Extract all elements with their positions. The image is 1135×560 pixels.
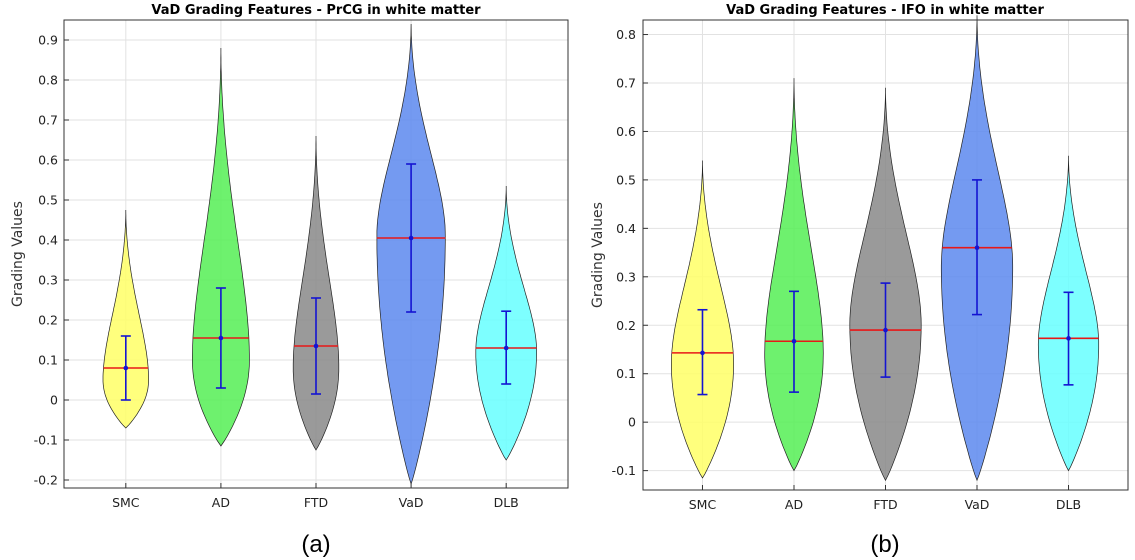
mean-point	[1066, 336, 1071, 341]
mean-point	[218, 335, 224, 341]
y-tick-label: 0.8	[616, 27, 636, 42]
violin-ftd	[292, 136, 340, 451]
y-tick-label: 0.7	[616, 75, 636, 90]
y-tick-label: 0.8	[38, 73, 58, 88]
y-tick-label: 0.3	[616, 269, 636, 284]
y-axis-label: Grading Values	[10, 201, 26, 307]
x-tick-label: VaD	[399, 495, 424, 510]
x-tick-label: SMC	[112, 495, 140, 510]
panel-caption: (a)	[301, 531, 330, 558]
mean-point	[503, 345, 509, 351]
y-tick-label: -0.1	[612, 463, 636, 478]
chart-title: VaD Grading Features - PrCG in white mat…	[151, 3, 481, 18]
y-tick-label: 0.6	[616, 124, 636, 139]
y-tick-label: 0.4	[38, 233, 58, 248]
mean-point	[408, 235, 414, 241]
y-tick-label: 0	[628, 415, 636, 430]
x-tick-label: AD	[785, 497, 803, 512]
y-tick-label: 0.3	[38, 273, 58, 288]
x-tick-label: DLB	[1056, 497, 1081, 512]
y-tick-label: -0.1	[34, 433, 58, 448]
y-tick-label: 0.5	[616, 172, 636, 187]
mean-point	[883, 327, 888, 333]
chart-title: VaD Grading Features - IFO in white matt…	[726, 3, 1044, 18]
y-axis-label: Grading Values	[590, 202, 606, 308]
x-tick-label: SMC	[689, 497, 717, 512]
y-tick-label: 0.4	[616, 221, 636, 236]
mean-point	[700, 350, 705, 356]
x-tick-label: VaD	[965, 497, 990, 512]
y-tick-label: -0.2	[34, 473, 58, 488]
mean-point	[313, 343, 319, 349]
x-tick-label: AD	[212, 495, 230, 510]
chart-panel-a: -0.2 -0.1 0 0.1 0.2 0.3 0.4 0.5 0.6 0.7 0.8 0.9 SMC A…	[10, 3, 569, 558]
y-tick-label: 0.1	[38, 353, 58, 368]
x-tick-label: FTD	[304, 495, 328, 510]
x-tick-label: DLB	[494, 495, 519, 510]
mean-point	[974, 245, 980, 251]
y-tick-label: 0.9	[38, 33, 58, 48]
y-tick-label: 0.5	[38, 193, 58, 208]
x-tick-label: FTD	[873, 497, 897, 512]
y-tick-label: 0.7	[38, 113, 58, 128]
y-tick-label: 0.6	[38, 153, 58, 168]
panel-caption: (b)	[870, 531, 899, 558]
violin-ad	[764, 78, 824, 472]
y-tick-label: 0.2	[38, 313, 58, 328]
y-tick-label: 0.1	[616, 366, 636, 381]
violin-smc	[102, 210, 149, 429]
chart-panel-b: -0.1 0 0.1 0.2 0.3 0.4 0.5 0.6 0.7 0.8 SMC AD FTD VaD…	[590, 3, 1129, 558]
mean-point	[123, 365, 129, 371]
mean-point	[791, 338, 797, 344]
violin-ad	[192, 48, 250, 447]
y-tick-label: 0.2	[616, 318, 636, 333]
y-tick-label: 0	[50, 393, 58, 408]
